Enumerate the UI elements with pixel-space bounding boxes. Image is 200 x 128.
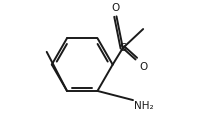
Text: O: O <box>111 3 119 13</box>
Text: NH₂: NH₂ <box>134 101 154 111</box>
Text: S: S <box>119 43 126 53</box>
Text: O: O <box>139 62 148 72</box>
